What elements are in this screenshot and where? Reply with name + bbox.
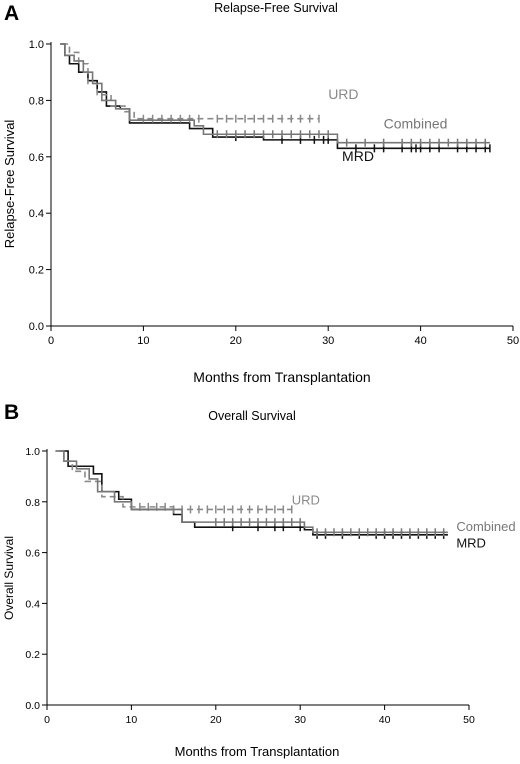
x-tick-label: 50 [507,335,519,347]
panel-a-ylabel: Relapse-Free Survival [2,120,17,249]
series-urd-line [62,43,319,120]
x-tick-label: 30 [294,714,306,726]
x-tick-label: 10 [137,335,149,347]
series-combined-line [60,43,490,144]
panel-a-xlabel: Months from Transplantation [193,369,370,385]
x-tick-label: 40 [379,714,391,726]
series-urd-label: URD [328,86,358,102]
panel-b-label: B [4,401,19,424]
series-combined-label: Combined [384,116,448,132]
series-combined-label: Combined [456,519,515,534]
y-tick-label: 0.6 [25,548,40,560]
panel-a: A Relapse-Free Survival Relapse-Free Sur… [2,1,519,385]
y-tick-label: 0.2 [25,649,40,661]
y-tick-label: 0.0 [25,700,40,712]
y-tick-label: 1.0 [29,39,44,51]
panel-a-title: Relapse-Free Survival [214,1,338,15]
x-tick-label: 40 [414,335,426,347]
panel-b-plot: 0 10 20 30 40 50 0.0 0.2 0.4 0.6 0.8 1.0 MRD URD Combi… [25,446,515,726]
panel-b-title: Overall Survival [208,409,296,423]
y-tick-label: 0.0 [29,321,44,333]
x-tick-label: 10 [126,714,138,726]
x-tick-label: 0 [44,714,50,726]
series-mrd-label: MRD [342,148,374,164]
series-urd-line [55,450,292,511]
x-tick-label: 0 [48,335,54,347]
y-tick-label: 0.6 [29,152,44,164]
series-mrd-label: MRD [456,536,486,551]
x-tick-label: 50 [463,714,475,726]
x-tick-label: 30 [322,335,334,347]
panel-a-plot: 0 10 20 30 40 50 0.0 0.2 0.4 0.6 0.8 1.0 MRD URD Combi… [29,39,519,347]
y-tick-label: 0.8 [29,95,44,107]
series-combined-line [55,450,448,534]
y-tick-label: 0.4 [29,208,44,220]
y-tick-label: 1.0 [25,446,40,458]
x-tick-label: 20 [210,714,222,726]
series-mrd-line [60,43,490,150]
series-urd-label: URD [292,492,320,507]
panel-b-ylabel: Overall Survival [2,536,16,620]
x-tick-label: 20 [230,335,242,347]
y-tick-label: 0.2 [29,265,44,277]
y-tick-label: 0.4 [25,598,40,610]
y-tick-label: 0.8 [25,497,40,509]
panel-b: B Overall Survival Overall Survival Mont… [2,401,516,759]
panel-b-xlabel: Months from Transplantation [175,744,340,759]
panel-a-label: A [4,2,19,25]
